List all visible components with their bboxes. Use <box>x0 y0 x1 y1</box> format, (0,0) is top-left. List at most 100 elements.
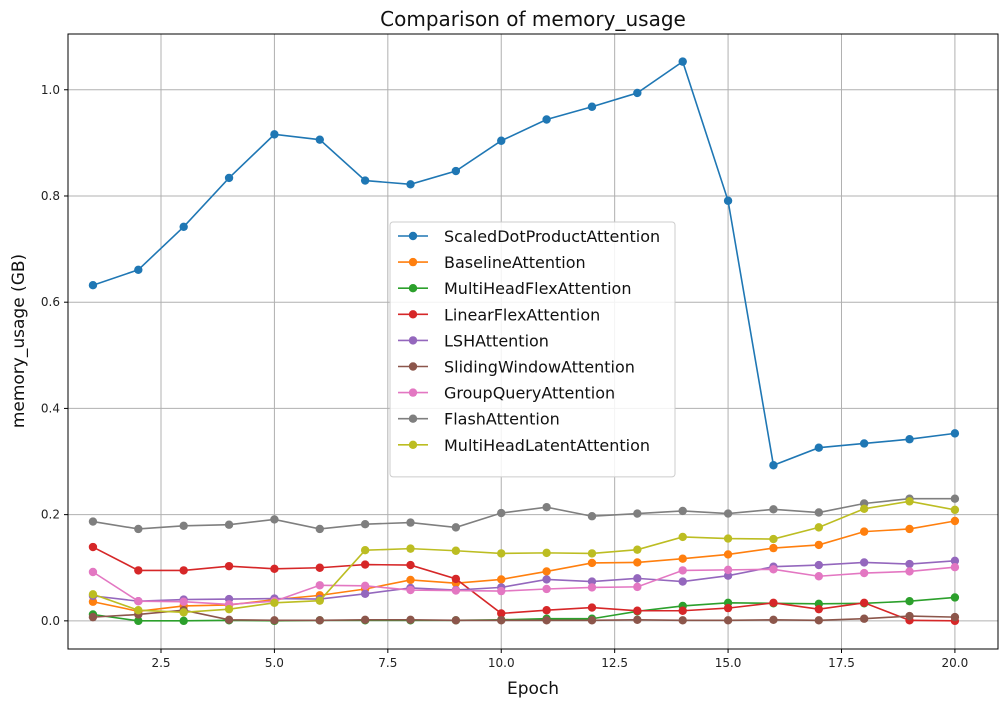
data-point <box>497 575 506 584</box>
data-point <box>542 567 551 576</box>
data-point <box>224 604 234 614</box>
data-point <box>814 443 824 452</box>
y-tick-label: 0.8 <box>41 189 60 203</box>
data-point <box>497 616 506 625</box>
series-line <box>92 546 955 622</box>
series-line <box>92 500 956 614</box>
data-point <box>769 505 778 514</box>
data-point <box>723 571 733 580</box>
plot-frame <box>67 33 999 650</box>
data-point <box>723 196 733 205</box>
data-point <box>814 560 824 570</box>
legend-label: ScaledDotProductAttention <box>444 227 660 246</box>
series-1 <box>88 516 960 616</box>
data-point <box>179 566 188 575</box>
data-point <box>633 545 642 554</box>
legend-label: GroupQueryAttention <box>444 384 615 403</box>
legend-entry: GroupQueryAttention <box>398 384 615 403</box>
series-6 <box>88 563 960 609</box>
data-point <box>406 615 415 624</box>
data-point <box>88 517 98 526</box>
data-point <box>497 586 506 596</box>
data-point <box>315 581 324 590</box>
legend-marker <box>408 257 418 267</box>
data-point <box>950 612 960 622</box>
y-axis-title: memory_usage (GB) <box>9 254 29 428</box>
data-point <box>814 604 824 614</box>
y-tick-label: 0.6 <box>41 295 60 309</box>
data-point <box>814 616 824 625</box>
data-point <box>723 509 733 518</box>
x-tick-label: 12.5 <box>601 656 628 670</box>
data-point <box>905 567 914 576</box>
data-point <box>270 616 279 625</box>
data-point <box>678 566 687 575</box>
series-7 <box>88 494 960 534</box>
legend-label: LSHAttention <box>444 331 549 350</box>
data-point <box>315 563 324 572</box>
legend-entry: MultiHeadFlexAttention <box>398 279 631 298</box>
legend-marker <box>408 284 418 293</box>
legend: ScaledDotProductAttention BaselineAttenti… <box>389 221 676 478</box>
data-point <box>179 521 188 530</box>
data-point <box>587 616 597 625</box>
legend-entry: LSHAttention <box>398 331 549 350</box>
data-point <box>497 609 506 618</box>
legend-entry: LinearFlexAttention <box>398 305 600 324</box>
data-point <box>88 542 98 552</box>
y-tick-label: 0.2 <box>41 508 60 522</box>
data-point <box>542 584 551 594</box>
x-tick-label: 15.0 <box>715 656 742 670</box>
data-point <box>678 577 687 586</box>
x-axis-title: Epoch <box>507 679 559 699</box>
data-point <box>88 590 98 599</box>
legend-label: MultiHeadFlexAttention <box>444 279 631 298</box>
data-point <box>270 564 279 574</box>
data-point <box>769 565 778 574</box>
x-tick-label: 5.0 <box>265 656 284 670</box>
data-point <box>224 173 234 183</box>
data-point <box>633 88 642 98</box>
legend-entry: ScaledDotProductAttention <box>398 227 660 246</box>
data-point <box>315 596 324 605</box>
legend-marker <box>408 231 418 241</box>
data-point <box>451 166 461 176</box>
data-point <box>905 559 914 569</box>
series-layer <box>88 57 960 626</box>
legend-entry: MultiHeadLatentAttention <box>398 436 650 455</box>
legend-entry: BaselineAttention <box>398 253 586 272</box>
data-point <box>360 581 370 591</box>
legend-marker <box>408 388 418 397</box>
x-tick-label: 7.5 <box>378 656 397 670</box>
series-line <box>92 560 955 603</box>
data-point <box>769 615 778 624</box>
data-point <box>542 502 551 512</box>
data-point <box>542 115 551 124</box>
y-tick-label: 0.4 <box>41 401 60 415</box>
data-point <box>814 523 824 532</box>
data-point <box>497 508 506 518</box>
data-point <box>723 603 733 613</box>
data-point <box>633 509 642 518</box>
data-point <box>950 556 960 566</box>
data-point <box>224 561 234 571</box>
data-point <box>360 519 370 529</box>
series-line <box>92 566 955 606</box>
data-point <box>769 534 778 544</box>
data-point <box>270 130 279 139</box>
data-point <box>905 597 914 606</box>
x-tick-label: 10.0 <box>488 656 515 670</box>
data-point <box>224 615 234 624</box>
legend-entry: SlidingWindowAttention <box>398 358 635 377</box>
data-point <box>406 180 415 189</box>
data-point <box>360 589 370 598</box>
data-point <box>270 598 279 607</box>
data-point <box>497 136 506 145</box>
data-point <box>950 563 960 572</box>
x-tick-label: 17.5 <box>828 656 855 670</box>
data-point <box>859 527 869 536</box>
data-point <box>406 544 415 553</box>
legend-entry: FlashAttention <box>398 410 560 429</box>
data-point <box>633 582 642 592</box>
